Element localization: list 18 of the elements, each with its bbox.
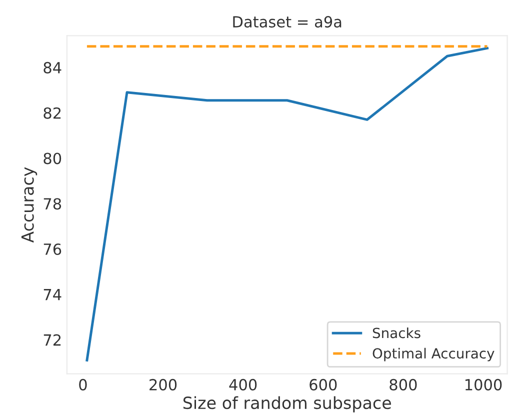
y-tick-label: 82	[44, 107, 61, 119]
legend-label: Optimal Accuracy	[372, 348, 494, 362]
y-axis-title: Accuracy	[21, 167, 38, 243]
x-tick-label: 200	[150, 378, 177, 390]
y-tick-label: 78	[44, 198, 62, 210]
y-tick-label: 74	[44, 289, 62, 300]
x-tick-label: 800	[390, 378, 417, 390]
x-tick-label: 0	[79, 378, 87, 390]
x-tick-label: 400	[229, 378, 257, 390]
chart-title: Dataset = a9a	[233, 16, 342, 28]
y-tick-label: 80	[44, 152, 62, 164]
x-tick-label: 1000	[465, 378, 502, 390]
y-tick-label: 72	[44, 334, 61, 346]
y-tick-label: 76	[44, 243, 62, 256]
x-tick-label: 600	[310, 378, 337, 390]
y-tick-label: 84	[44, 62, 62, 74]
legend-label: Snacks	[372, 327, 420, 338]
x-axis-title: Size of random subspace	[183, 396, 391, 412]
